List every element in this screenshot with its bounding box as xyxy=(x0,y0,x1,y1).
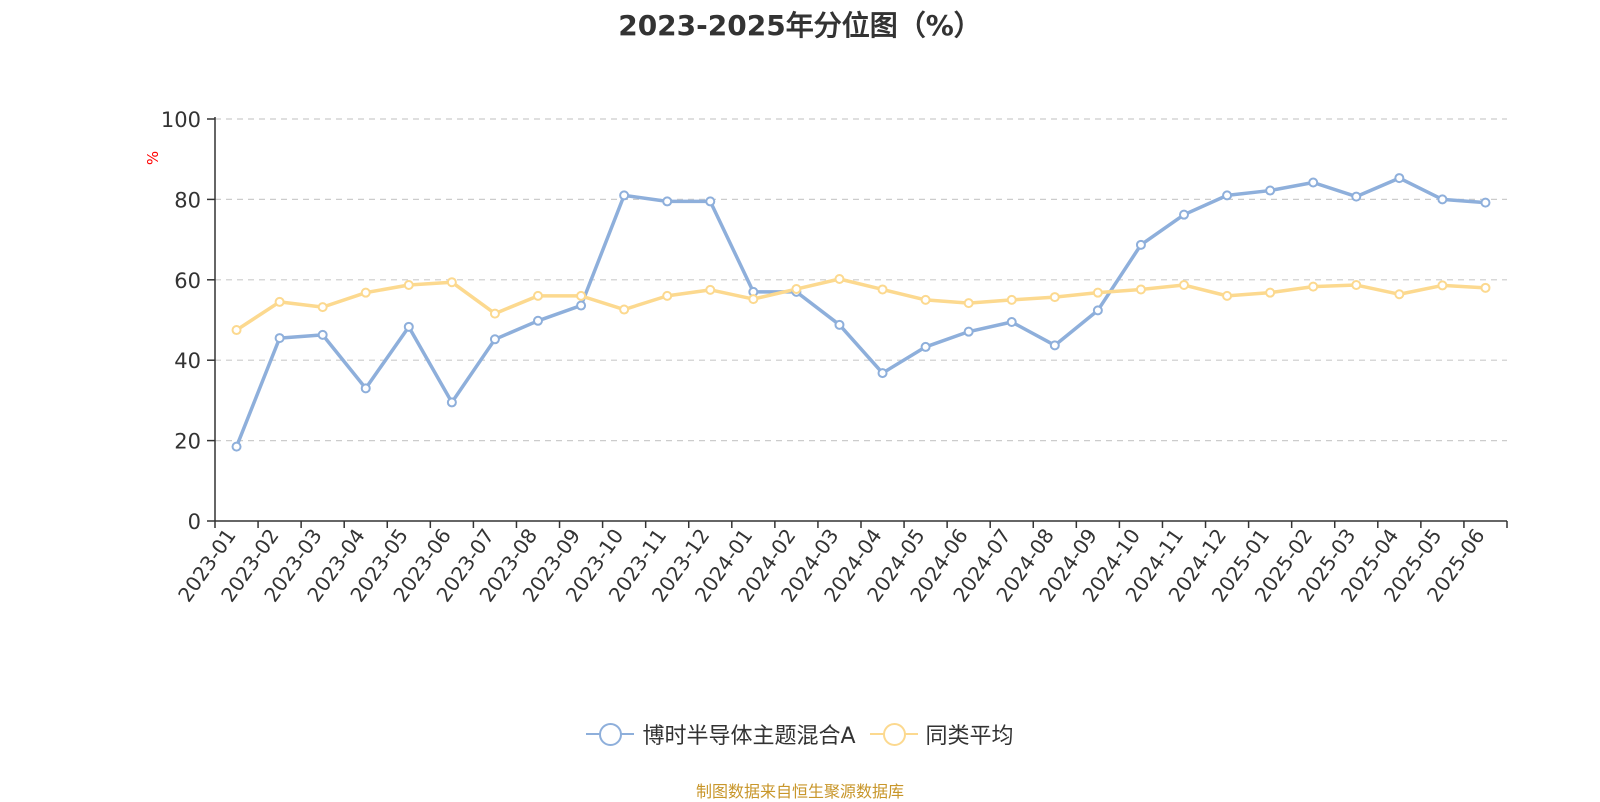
data-point xyxy=(533,315,543,326)
data-point xyxy=(963,326,974,337)
data-point xyxy=(748,294,759,305)
data-point xyxy=(1092,287,1103,298)
legend: 博时半导体主题混合A 同类平均 xyxy=(0,718,1600,750)
data-point xyxy=(1179,209,1189,220)
data-point xyxy=(1437,194,1448,205)
data-point xyxy=(1222,190,1233,201)
data-point xyxy=(834,319,845,330)
data-point xyxy=(360,383,371,394)
data-point xyxy=(1049,340,1060,351)
data-point xyxy=(576,290,587,301)
data-point xyxy=(533,290,543,301)
data-point xyxy=(662,196,673,207)
legend-item[interactable]: 同类平均 xyxy=(869,718,1014,750)
data-point xyxy=(317,329,328,340)
y-tick-label: 0 xyxy=(188,510,201,534)
gridlines xyxy=(215,118,1507,442)
data-point xyxy=(576,300,587,311)
data-point xyxy=(403,321,414,332)
series-line-0 xyxy=(234,176,1488,449)
data-point xyxy=(834,273,845,284)
data-point xyxy=(403,280,414,291)
data-point xyxy=(1394,289,1405,300)
data-point xyxy=(1049,292,1060,303)
y-tick-label: 80 xyxy=(174,188,201,212)
data-point xyxy=(920,341,931,352)
data-point xyxy=(619,190,630,201)
data-point xyxy=(1006,317,1017,328)
data-point xyxy=(1437,280,1448,291)
data-point xyxy=(231,441,242,452)
legend-marker-icon xyxy=(869,722,918,746)
y-tick-label: 40 xyxy=(174,349,201,373)
data-point xyxy=(1135,284,1146,295)
data-point xyxy=(1222,290,1233,301)
data-point xyxy=(1092,305,1103,316)
legend-marker-icon xyxy=(586,722,635,746)
data-point xyxy=(1480,282,1491,293)
y-tick-label: 60 xyxy=(174,269,201,293)
data-point xyxy=(360,287,371,298)
data-point xyxy=(1394,173,1405,184)
data-point xyxy=(963,298,974,309)
data-point xyxy=(1135,239,1146,250)
data-point xyxy=(446,397,457,408)
data-point xyxy=(1308,281,1319,292)
series xyxy=(231,173,1491,452)
data-point xyxy=(791,284,802,295)
data-point xyxy=(1351,280,1362,291)
data-point xyxy=(489,308,500,319)
y-tick-label: 20 xyxy=(174,430,201,454)
data-point xyxy=(662,290,673,301)
data-point xyxy=(1006,294,1017,305)
data-point xyxy=(1308,177,1319,188)
data-point xyxy=(317,302,328,313)
y-axis-unit-label: % xyxy=(144,151,162,165)
data-point xyxy=(705,196,716,207)
data-point xyxy=(1351,191,1362,202)
legend-item[interactable]: 博时半导体主题混合A xyxy=(586,718,856,750)
data-point xyxy=(877,368,888,379)
data-point xyxy=(489,334,500,345)
data-point xyxy=(1480,197,1491,208)
data-point xyxy=(274,296,285,307)
data-point xyxy=(231,325,242,336)
data-point xyxy=(920,294,931,305)
data-point xyxy=(274,333,285,344)
data-point xyxy=(1179,280,1189,291)
source-note: 制图数据来自恒生聚源数据库 xyxy=(695,782,904,801)
legend-label: 博时半导体主题混合A xyxy=(642,724,856,749)
data-point xyxy=(1265,287,1276,298)
data-point xyxy=(619,304,630,315)
data-point xyxy=(1265,185,1276,196)
data-point xyxy=(877,284,888,295)
chart-title: 2023-2025年分位图（%） xyxy=(618,9,982,42)
data-point xyxy=(705,284,716,295)
legend-label: 同类平均 xyxy=(925,724,1014,749)
series-line-1 xyxy=(234,277,1488,332)
data-point xyxy=(446,277,457,288)
y-tick-label: 100 xyxy=(161,108,201,132)
